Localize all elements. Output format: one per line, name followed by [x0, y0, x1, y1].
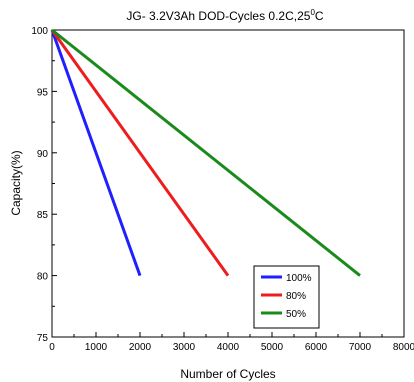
legend-label-1: 100%: [286, 273, 312, 284]
series-line-1: [50, 29, 142, 277]
y-axis-label: Capacity(%): [9, 150, 23, 215]
x-tick-label: 2000: [129, 342, 152, 353]
plot-frame: [51, 29, 405, 338]
x-tick-label: 4000: [217, 342, 240, 353]
y-tick-label: 85: [37, 210, 49, 221]
x-tick-label: 5000: [261, 342, 284, 353]
y-tick-label: 80: [37, 272, 49, 283]
legend: 100% 80% 50%: [253, 265, 320, 329]
x-tick-label: 0: [49, 342, 55, 353]
axis-ticks: 0 1000 2000 3000 4000 5000 6000 7000 8000 75 80 85 9…: [31, 26, 414, 353]
series-lines: [50, 28, 361, 277]
chart-title-main: JG- 3.2V3Ah DOD-Cycles 0.2C,25: [126, 9, 310, 23]
x-tick-label: 1000: [85, 342, 108, 353]
x-axis-label: Number of Cycles: [180, 367, 275, 381]
x-tick-label: 3000: [173, 342, 196, 353]
series-line-2: [50, 29, 230, 277]
chart-title-sup: 0: [310, 8, 315, 17]
legend-label-2: 80%: [286, 291, 306, 302]
series-line-3: [51, 28, 361, 277]
y-tick-label: 95: [37, 87, 49, 98]
y-tick-label: 100: [31, 26, 48, 37]
x-tick-label: 8000: [393, 342, 414, 353]
x-tick-label: 6000: [305, 342, 328, 353]
chart-title-suffix: C: [315, 9, 324, 23]
x-tick-label: 7000: [349, 342, 372, 353]
chart-title: JG- 3.2V3Ah DOD-Cycles 0.2C,250C: [126, 8, 324, 23]
legend-label-3: 50%: [286, 309, 306, 320]
y-tick-label: 75: [37, 333, 49, 344]
y-tick-label: 90: [37, 149, 49, 160]
